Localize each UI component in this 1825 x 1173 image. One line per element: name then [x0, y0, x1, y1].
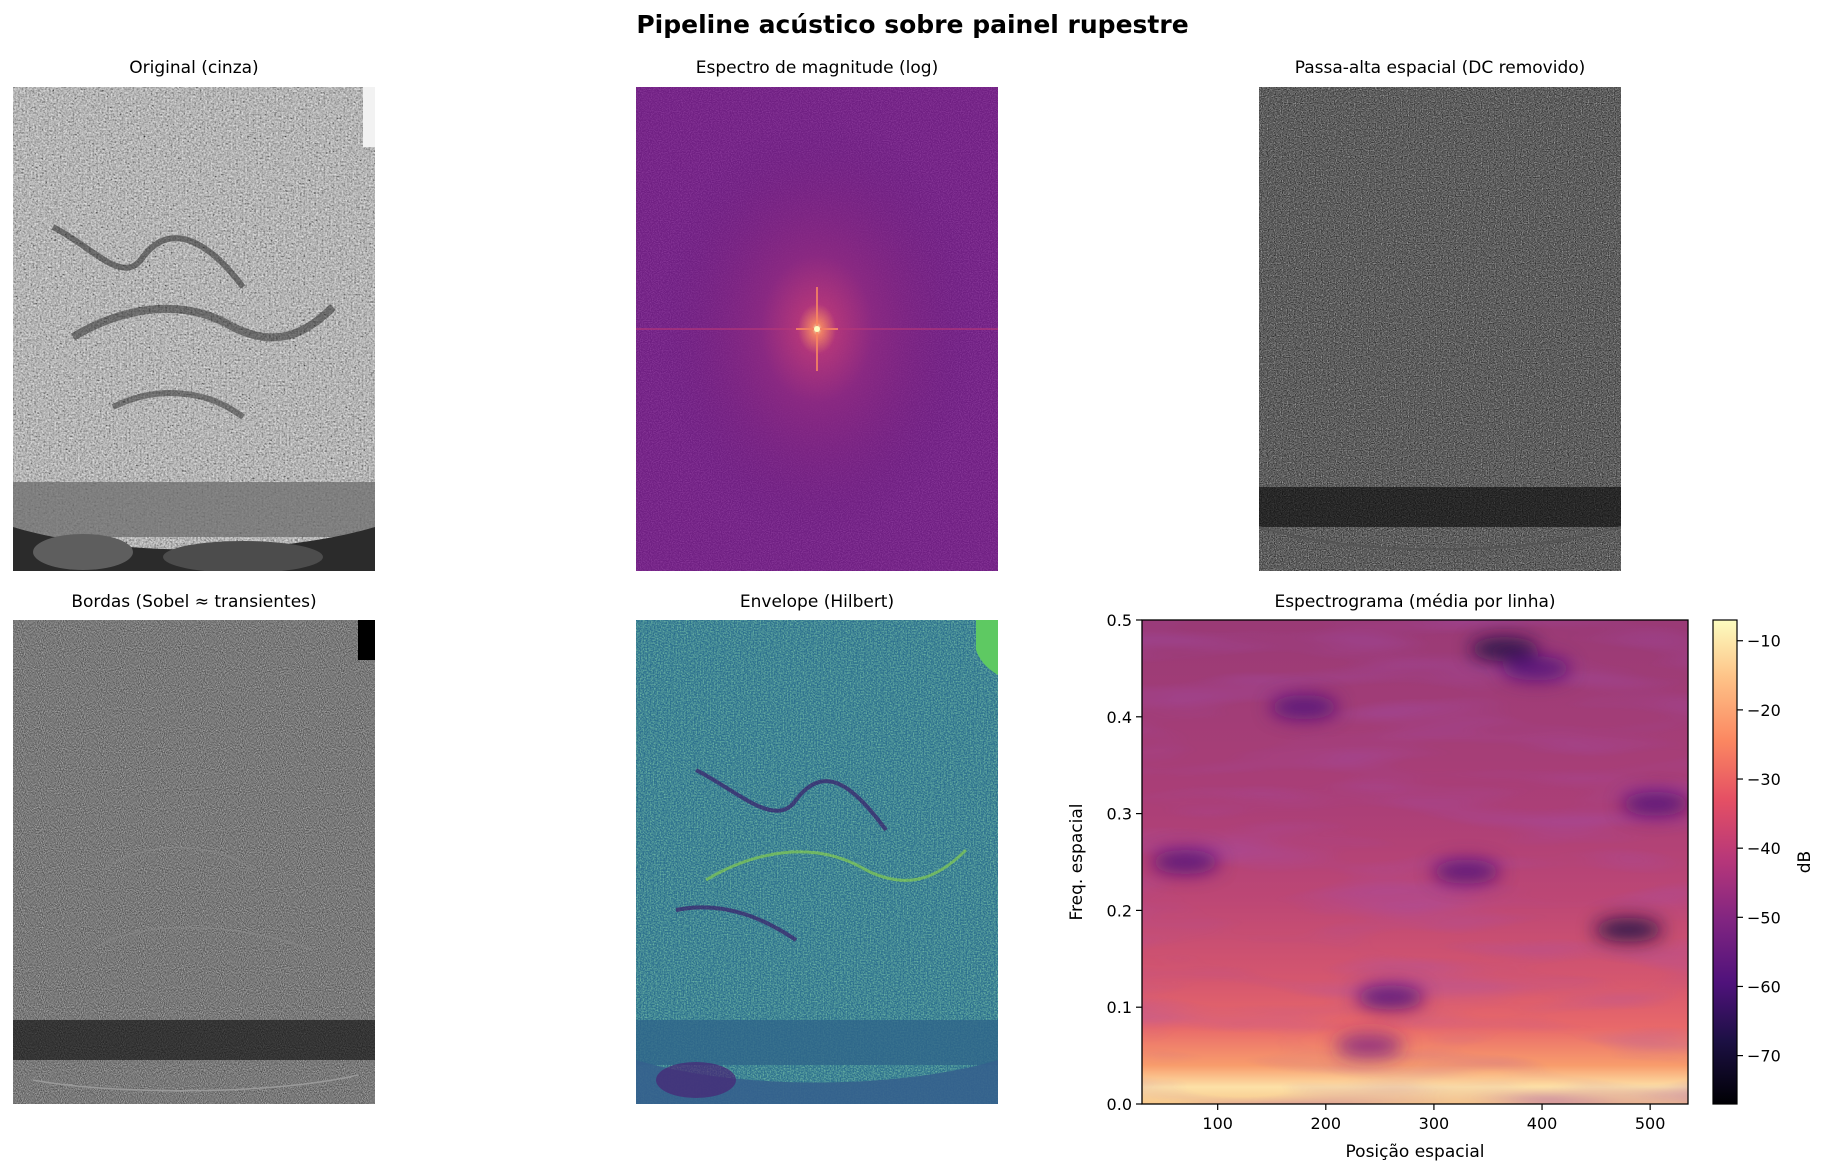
x-tick-label: 200: [1311, 1114, 1342, 1133]
colorbar-tick-label: −10: [1747, 632, 1781, 651]
y-tick-label: 0.1: [1107, 998, 1132, 1017]
y-tick-label: 0.2: [1107, 901, 1132, 920]
spectrogram-dark-spot: [1470, 637, 1539, 662]
colorbar-tick-label: −70: [1747, 1047, 1781, 1066]
spectrogram-dark-spot: [1356, 985, 1425, 1010]
x-tick-label: 300: [1419, 1114, 1450, 1133]
spectrogram-dark-spot: [1270, 695, 1339, 720]
y-tick-label: 0.0: [1107, 1095, 1132, 1114]
highpass-title: Passa-alta espacial (DC removido): [1294, 58, 1586, 78]
y-tick-label: 0.4: [1107, 708, 1132, 727]
colorbar-tick-label: −50: [1747, 908, 1781, 927]
spectrogram-plot-area: [1142, 620, 1688, 1104]
spectrogram-dark-spot: [1432, 859, 1501, 884]
x-tick-label: 100: [1202, 1114, 1233, 1133]
x-tick-label: 500: [1635, 1114, 1666, 1133]
colorbar-tick-label: −20: [1747, 701, 1781, 720]
x-tick-label: 400: [1527, 1114, 1558, 1133]
figure-title: Pipeline acústico sobre painel rupestre: [636, 10, 1189, 39]
spectrogram-dark-spot: [1335, 1033, 1404, 1058]
spectrogram-title: Espectrograma (média por linha): [1274, 592, 1556, 612]
edges-title: Bordas (Sobel ≈ transientes): [71, 592, 317, 612]
original-image: [13, 87, 375, 571]
spectrum-title: Espectro de magnitude (log): [695, 58, 939, 78]
envelope-title: Envelope (Hilbert): [739, 592, 895, 612]
spectrogram-dark-spot: [1621, 791, 1688, 816]
y-axis-label: Freq. espacial: [1067, 804, 1087, 921]
envelope-image: [636, 620, 998, 1104]
colorbar: −10 −20 −30 −40 −50 −60 −70 dB: [1712, 619, 1815, 1105]
colorbar-tick-label: −30: [1747, 770, 1781, 789]
spectrogram-dark-spot: [1151, 850, 1220, 874]
colorbar-tick-label: −60: [1747, 977, 1781, 996]
spectrogram-dark-spot: [1502, 656, 1571, 681]
colorbar-tick-label: −40: [1747, 839, 1781, 858]
y-tick-label: 0.5: [1107, 611, 1132, 630]
original-title: Original (cinza): [129, 58, 259, 78]
edges-image: [13, 620, 375, 1104]
y-tick-label: 0.3: [1107, 805, 1132, 824]
spectrogram-dark-spot: [1594, 917, 1663, 942]
colorbar-label: dB: [1795, 851, 1815, 873]
highpass-image: [1259, 87, 1621, 571]
spectrogram-chart: 100 200 300 400 500 0.0 0.1 0.2 0.3 0.4 0.5 Posiç…: [1067, 611, 1815, 1162]
spectrum-image: [636, 87, 998, 571]
x-axis-label: Posição espacial: [1346, 1142, 1485, 1162]
